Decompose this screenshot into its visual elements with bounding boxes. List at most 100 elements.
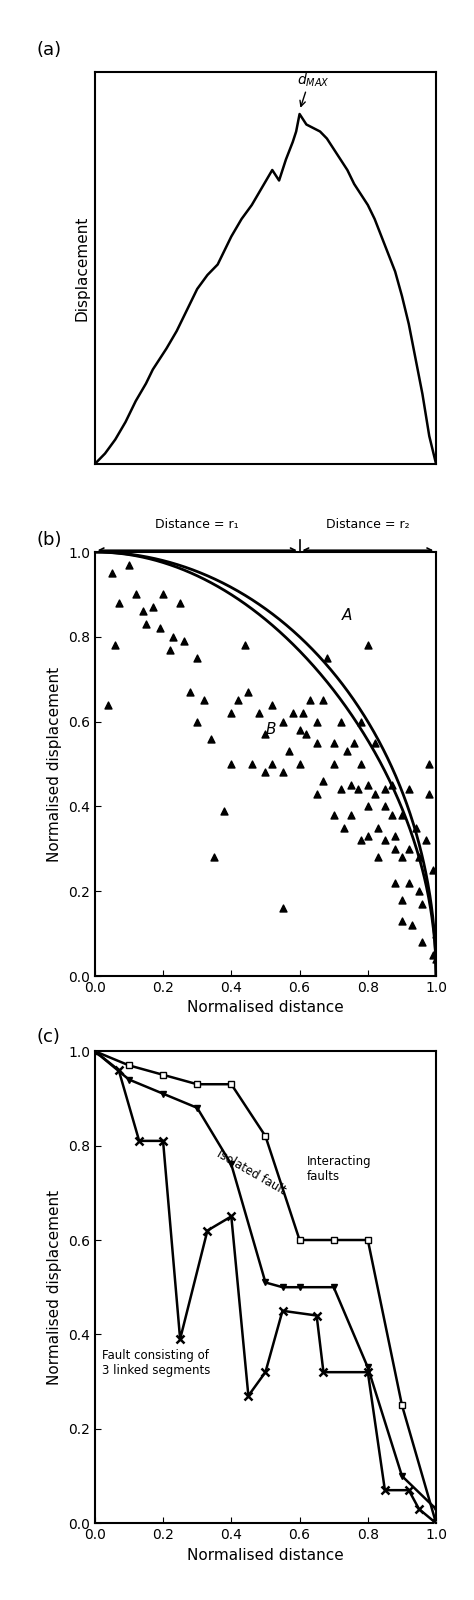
Point: [405, 870, 412, 896]
Point: [398, 909, 406, 934]
Point: [374, 845, 382, 870]
Point: [262, 760, 269, 786]
Point: [412, 814, 419, 840]
X-axis label: Normalised distance: Normalised distance: [187, 1547, 344, 1563]
Point: [347, 802, 355, 827]
Point: [111, 632, 119, 658]
Point: [398, 802, 406, 827]
Point: [132, 581, 139, 606]
Point: [323, 645, 331, 670]
Point: [364, 632, 372, 658]
Point: [180, 629, 187, 654]
Point: [193, 645, 201, 670]
Point: [319, 768, 327, 794]
Point: [248, 752, 255, 778]
Point: [268, 691, 276, 717]
Point: [245, 678, 252, 704]
Point: [398, 886, 406, 912]
Point: [299, 701, 307, 726]
Point: [241, 632, 249, 658]
Point: [268, 752, 276, 778]
Point: [419, 891, 426, 917]
Point: [221, 798, 228, 824]
Text: Distance (x): Distance (x): [219, 589, 312, 605]
Point: [340, 814, 348, 840]
Point: [337, 776, 344, 802]
Point: [357, 709, 365, 734]
Point: [392, 835, 399, 861]
Text: $B$: $B$: [265, 722, 277, 738]
Point: [388, 802, 395, 827]
Text: $d_{MAX}$: $d_{MAX}$: [297, 72, 329, 90]
Point: [306, 688, 314, 714]
Point: [415, 845, 423, 870]
Point: [262, 722, 269, 747]
Point: [296, 752, 303, 778]
Point: [429, 942, 437, 968]
Point: [149, 594, 156, 619]
Point: [381, 794, 389, 819]
Point: [159, 581, 167, 606]
Point: [381, 827, 389, 853]
Point: [166, 637, 173, 662]
Point: [156, 616, 164, 642]
Point: [296, 717, 303, 742]
Point: [364, 794, 372, 819]
Point: [432, 946, 440, 971]
Point: [105, 691, 112, 717]
Point: [422, 827, 429, 853]
Point: [207, 726, 215, 752]
Point: [279, 760, 286, 786]
Point: [193, 709, 201, 734]
Text: (b): (b): [37, 531, 62, 549]
Text: Distance = r₁: Distance = r₁: [155, 518, 239, 531]
Point: [279, 709, 286, 734]
Point: [302, 722, 310, 747]
Point: [234, 688, 242, 714]
Point: [289, 701, 297, 726]
Point: [392, 824, 399, 850]
Point: [330, 730, 337, 755]
Point: [398, 845, 406, 870]
Point: [364, 773, 372, 798]
Point: [419, 930, 426, 955]
Point: [357, 752, 365, 778]
Point: [200, 688, 208, 714]
Text: (c): (c): [37, 1027, 61, 1046]
Point: [364, 824, 372, 850]
Point: [313, 781, 320, 806]
Point: [255, 701, 263, 726]
Point: [405, 776, 412, 802]
Point: [350, 730, 358, 755]
Point: [139, 598, 146, 624]
Point: [354, 776, 361, 802]
Point: [337, 709, 344, 734]
Point: [357, 827, 365, 853]
Point: [170, 624, 177, 650]
Point: [187, 678, 194, 704]
Point: [285, 739, 293, 765]
Y-axis label: Normalised displacement: Normalised displacement: [47, 667, 63, 861]
Point: [228, 701, 235, 726]
Text: Distance = r₂: Distance = r₂: [326, 518, 410, 531]
Point: [210, 845, 218, 870]
Point: [176, 590, 184, 616]
Point: [313, 709, 320, 734]
Point: [429, 858, 437, 883]
Point: [405, 835, 412, 861]
Point: [142, 611, 150, 637]
Point: [381, 776, 389, 802]
Y-axis label: Displacement: Displacement: [74, 216, 89, 320]
Text: Isolated fault: Isolated fault: [214, 1147, 288, 1197]
Point: [313, 730, 320, 755]
Point: [347, 773, 355, 798]
Point: [371, 730, 378, 755]
Text: Fault consisting of
3 linked segments: Fault consisting of 3 linked segments: [101, 1349, 210, 1376]
Point: [409, 912, 416, 938]
Point: [319, 688, 327, 714]
Point: [125, 552, 133, 578]
Text: $A$: $A$: [340, 606, 353, 622]
Point: [415, 878, 423, 904]
Point: [388, 773, 395, 798]
Point: [374, 814, 382, 840]
